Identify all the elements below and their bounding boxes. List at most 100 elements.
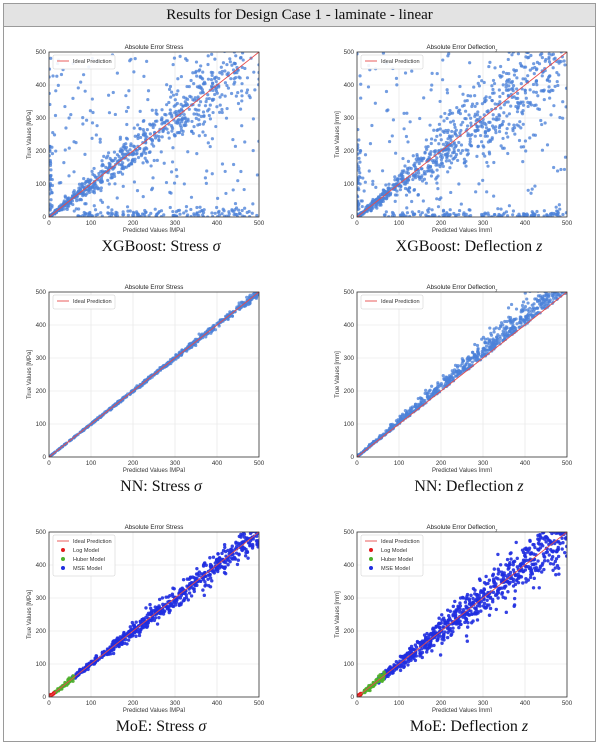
data-point	[126, 209, 130, 213]
data-point	[507, 315, 511, 319]
data-point	[220, 72, 224, 76]
data-point	[218, 564, 223, 569]
data-point	[465, 124, 470, 128]
data-point	[133, 57, 137, 61]
data-point	[82, 176, 86, 181]
data-point	[468, 94, 473, 98]
data-point	[357, 156, 361, 160]
data-point	[466, 148, 470, 152]
data-point	[403, 71, 408, 75]
data-point	[550, 532, 554, 536]
data-point	[496, 102, 500, 106]
data-point	[498, 213, 502, 217]
data-point	[150, 108, 154, 112]
data-point	[237, 211, 242, 215]
data-point	[515, 76, 519, 80]
data-point	[214, 124, 218, 129]
data-point	[552, 211, 556, 216]
x-tick-label: 400	[212, 700, 223, 707]
data-point	[137, 633, 142, 638]
data-point	[215, 91, 219, 95]
data-point	[183, 123, 187, 128]
legend-box	[52, 294, 116, 310]
data-point	[358, 74, 362, 78]
data-point	[538, 564, 543, 569]
data-point	[427, 389, 431, 393]
data-point	[457, 208, 462, 213]
data-point	[185, 577, 190, 581]
data-point	[429, 392, 433, 396]
data-point	[234, 54, 238, 58]
data-point	[426, 208, 430, 212]
data-point	[62, 207, 66, 211]
data-point	[471, 586, 476, 591]
data-point	[357, 127, 360, 132]
data-point	[431, 213, 435, 217]
data-point	[535, 67, 539, 71]
data-point	[434, 160, 439, 165]
data-point	[360, 204, 364, 209]
data-point	[144, 625, 149, 629]
panel-caption: NN: Stress σ	[14, 478, 308, 496]
data-point	[184, 103, 188, 108]
data-point	[540, 306, 544, 310]
data-point	[149, 211, 153, 215]
data-point	[232, 82, 236, 86]
data-point	[231, 557, 235, 561]
data-point	[441, 373, 445, 378]
data-point	[452, 147, 456, 151]
x-tick-label: 0	[355, 700, 359, 707]
data-point	[511, 209, 516, 213]
data-point	[71, 190, 76, 195]
data-point	[122, 143, 126, 147]
caption-symbol: z	[517, 478, 524, 495]
data-point	[244, 550, 248, 555]
data-point	[255, 542, 259, 547]
data-point	[165, 83, 169, 87]
data-point	[506, 88, 510, 92]
data-point	[555, 526, 558, 529]
data-point	[417, 157, 421, 161]
data-point	[501, 91, 505, 95]
data-point	[149, 164, 153, 168]
data-point	[454, 128, 458, 132]
data-point	[393, 193, 398, 197]
data-point	[121, 213, 125, 217]
data-point	[530, 303, 534, 307]
data-point	[125, 205, 130, 209]
data-point	[155, 622, 160, 626]
data-point	[465, 625, 470, 629]
data-point	[403, 164, 407, 168]
y-tick-label: 100	[344, 421, 355, 428]
y-tick-label: 300	[36, 355, 47, 362]
data-point	[225, 214, 229, 217]
data-point	[515, 110, 520, 114]
data-point	[106, 178, 110, 182]
data-point	[368, 142, 373, 146]
data-point	[370, 123, 374, 128]
data-point	[357, 138, 361, 142]
data-point	[222, 570, 227, 575]
data-point	[248, 214, 252, 217]
data-point	[186, 213, 190, 217]
ideal-prediction-line	[48, 531, 260, 698]
data-point	[383, 213, 387, 217]
data-point	[545, 78, 549, 82]
data-point	[358, 182, 362, 186]
data-point	[447, 159, 451, 163]
data-point	[250, 211, 254, 215]
data-point	[525, 213, 530, 217]
chart-title: Absolute Error Deflectionz	[426, 284, 498, 293]
data-point	[500, 570, 504, 574]
data-point	[136, 133, 141, 137]
data-point	[467, 113, 471, 117]
data-point	[239, 89, 244, 93]
data-point	[453, 363, 458, 367]
data-point	[369, 201, 373, 206]
data-point	[545, 283, 548, 286]
data-point	[233, 207, 237, 212]
data-point	[499, 323, 503, 328]
data-point	[445, 608, 450, 612]
data-point	[384, 183, 388, 187]
data-point	[180, 117, 184, 121]
